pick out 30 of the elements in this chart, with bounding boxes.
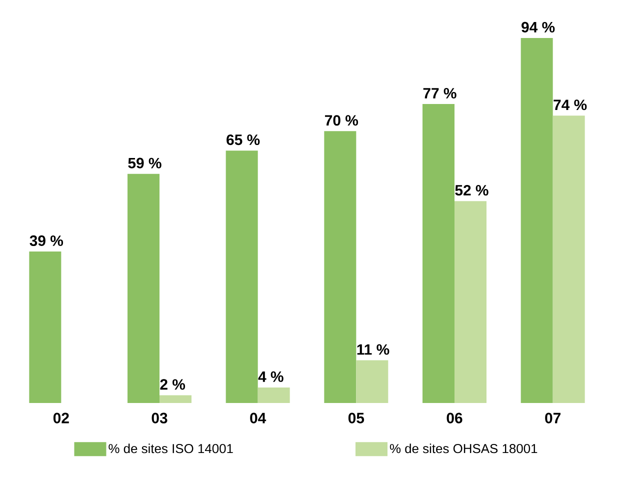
data-label: 52 %: [455, 184, 488, 196]
bar: [552, 116, 585, 403]
data-label: 74 %: [554, 100, 587, 110]
bar: [29, 252, 62, 403]
bar: [258, 387, 290, 403]
data-label: 77 %: [423, 88, 456, 98]
data-label: 65 %: [226, 134, 260, 146]
bar: [356, 360, 388, 403]
x-tick-label: 04: [250, 412, 266, 424]
x-tick-label: 07: [545, 412, 560, 424]
bar: [324, 131, 356, 403]
x-tick-label: 06: [446, 412, 462, 424]
data-label: 94 %: [522, 22, 555, 32]
bar: [226, 150, 258, 403]
bar: [128, 174, 160, 403]
data-label: 59 %: [128, 158, 162, 168]
bar: [454, 201, 487, 403]
data-label: 70 %: [325, 115, 358, 126]
data-label: 39 %: [30, 235, 64, 246]
data-label: 11 %: [357, 344, 390, 355]
data-label: 2 %: [160, 379, 186, 390]
bar: [520, 38, 553, 403]
x-tick-label: 05: [348, 412, 364, 424]
bar: [160, 395, 192, 403]
x-tick-label: 03: [152, 412, 168, 424]
bar: [422, 104, 455, 403]
legend-label: % de sites OHSAS 18001: [390, 444, 538, 454]
data-label: 4 %: [258, 371, 284, 382]
legend-label: % de sites ISO 14001: [108, 444, 233, 454]
x-tick-label: 02: [53, 412, 69, 424]
